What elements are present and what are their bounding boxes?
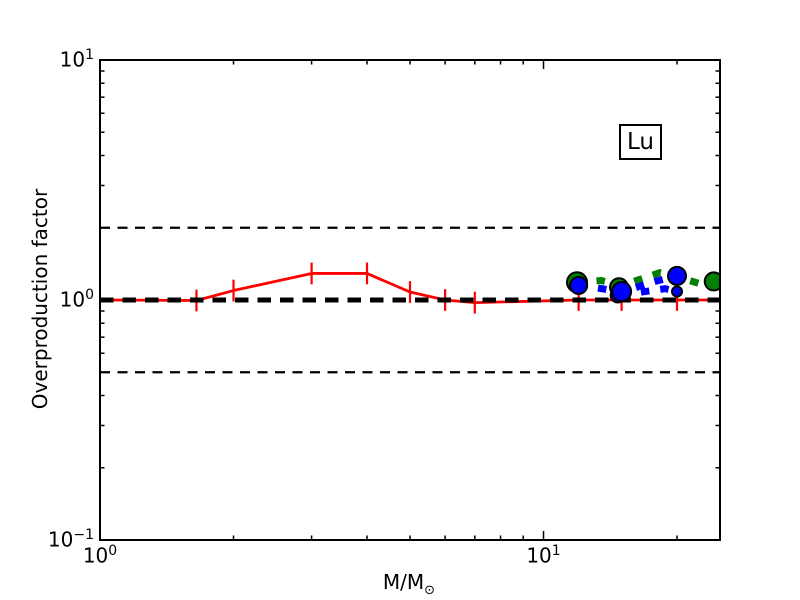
series-green [576, 269, 715, 290]
sun-symbol: ⊙ [424, 583, 436, 598]
x-axis-label: M/M⊙ [382, 570, 435, 597]
x-tick-label: 101 [526, 543, 561, 568]
x-axis-label-text: M/M [382, 570, 425, 594]
y-tick-label: 10−1 [47, 527, 94, 552]
dashed-line [576, 269, 715, 290]
data-layer [100, 226, 720, 374]
y-axis-label: Overproduction factor [28, 188, 52, 410]
circle-marker [611, 280, 633, 302]
circle-marker [671, 285, 684, 298]
y-tick-label: 101 [59, 47, 94, 72]
circle-marker [569, 275, 589, 295]
y-tick-label: 100 [59, 287, 94, 312]
dashed-line-secondary [621, 285, 678, 299]
x-tick-label: 100 [82, 543, 118, 568]
circle-marker [703, 271, 720, 292]
circle-marker [667, 265, 688, 286]
legend-label: Lu [627, 129, 654, 155]
legend-box: Lu [619, 124, 662, 160]
reference-lines [100, 226, 720, 374]
axes-spines [99, 59, 721, 541]
